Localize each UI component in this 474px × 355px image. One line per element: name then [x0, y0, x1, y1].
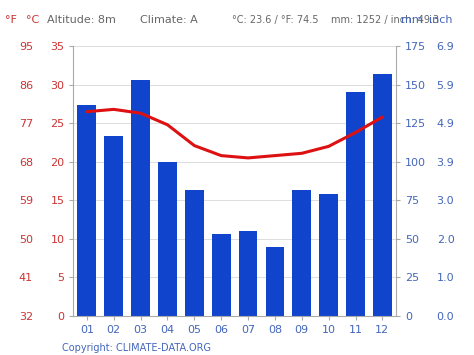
Text: mm: mm [401, 15, 422, 25]
Text: Climate: A: Climate: A [140, 15, 198, 25]
Text: inch: inch [429, 15, 453, 25]
Text: Copyright: CLIMATE-DATA.ORG: Copyright: CLIMATE-DATA.ORG [62, 343, 210, 354]
Bar [265, 247, 284, 316]
Bar [212, 234, 231, 316]
Text: °C: 23.6 / °F: 74.5    mm: 1252 / inch: 49.3: °C: 23.6 / °F: 74.5 mm: 1252 / inch: 49.… [232, 15, 439, 25]
Text: Altitude: 8m: Altitude: 8m [47, 15, 116, 25]
Bar [238, 231, 257, 316]
Bar [131, 80, 150, 316]
Bar [78, 105, 96, 316]
Bar [158, 162, 177, 316]
Bar [185, 190, 204, 316]
Bar [373, 74, 392, 316]
Bar [292, 190, 311, 316]
Bar [319, 194, 338, 316]
Bar [346, 92, 365, 316]
Text: °C: °C [26, 15, 39, 25]
Bar [104, 136, 123, 316]
Text: °F: °F [5, 15, 17, 25]
